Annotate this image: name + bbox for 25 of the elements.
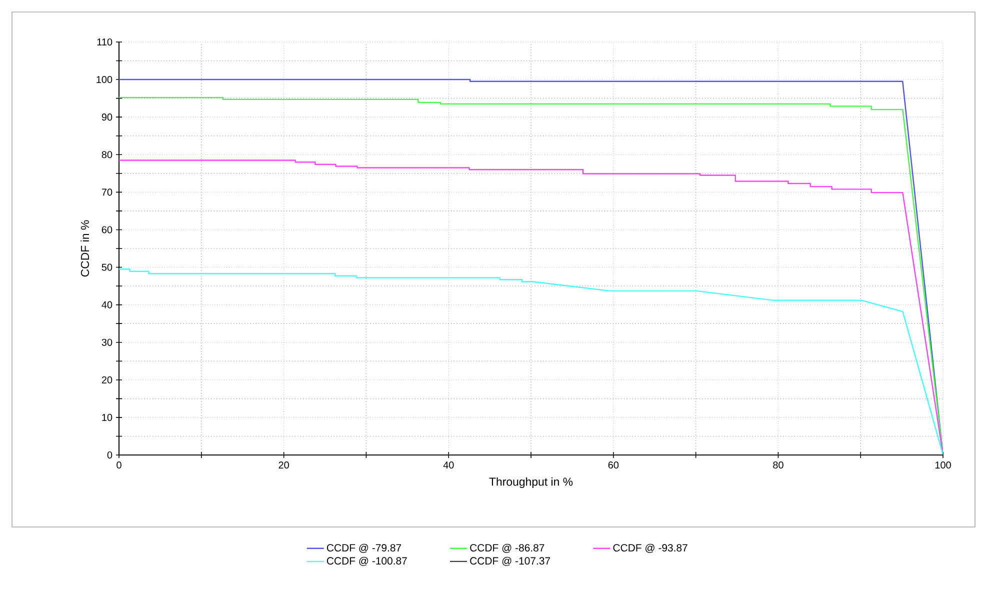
- x-tick-label: 40: [443, 461, 454, 469]
- x-tick-label: 20: [278, 461, 289, 469]
- legend-label: CCDF @ -86.87: [470, 544, 544, 553]
- y-tick-label: 10: [102, 414, 112, 421]
- y-tick-label: 90: [102, 114, 112, 121]
- y-tick-label: 100: [96, 76, 112, 84]
- y-tick-label: 60: [102, 226, 112, 234]
- y-axis-title: CCDF in %: [80, 220, 90, 277]
- legend-label: CCDF @ -93.87: [613, 544, 688, 553]
- x-tick-label: 60: [608, 461, 619, 469]
- legend-label: CCDF @ -79.87: [326, 544, 402, 553]
- legend-label: CCDF @ -100.87: [326, 556, 407, 566]
- legend-label: CCDF @ -107.37: [470, 556, 550, 566]
- y-tick-label: 40: [102, 301, 112, 308]
- x-tick-label: 0: [116, 461, 122, 469]
- y-tick-label: 70: [102, 188, 112, 196]
- y-tick-label: 20: [102, 376, 112, 384]
- y-tick-label: 0: [107, 451, 112, 459]
- x-axis-title: Throughput in %: [489, 477, 573, 488]
- x-tick-label: 100: [935, 461, 951, 469]
- y-tick-label: 110: [97, 38, 112, 46]
- y-tick-label: 50: [102, 264, 112, 271]
- y-tick-label: 30: [102, 338, 112, 346]
- x-tick-label: 80: [773, 461, 784, 469]
- y-tick-label: 80: [102, 151, 112, 158]
